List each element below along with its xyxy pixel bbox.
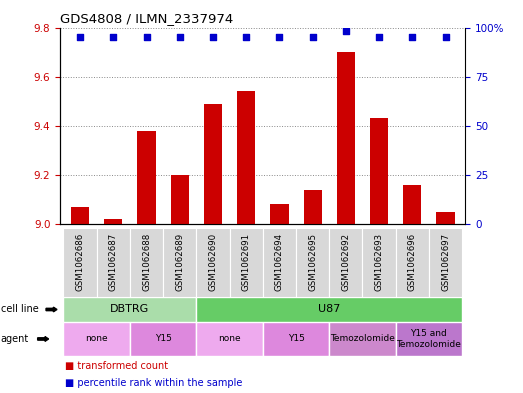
Bar [237, 92, 255, 224]
Bar [230, 228, 263, 297]
Bar [196, 228, 230, 297]
Bar [270, 204, 289, 224]
Text: Y15: Y15 [288, 334, 304, 343]
Point [176, 34, 184, 40]
Point [242, 34, 251, 40]
Bar [396, 228, 429, 297]
Text: ■ percentile rank within the sample: ■ percentile rank within the sample [65, 378, 243, 387]
Point [275, 34, 283, 40]
Bar [63, 228, 97, 297]
Text: cell line: cell line [1, 305, 38, 314]
Bar [104, 219, 122, 224]
Point [309, 34, 317, 40]
Bar [63, 322, 130, 356]
Bar [163, 228, 196, 297]
Text: agent: agent [1, 334, 29, 344]
Point [109, 34, 118, 40]
Point [375, 34, 383, 40]
Text: U87: U87 [318, 305, 340, 314]
Bar [71, 207, 89, 224]
Text: DBTRG: DBTRG [110, 305, 150, 314]
Bar [263, 228, 296, 297]
Bar [296, 228, 329, 297]
Bar [130, 228, 163, 297]
Bar [337, 52, 355, 224]
Bar [396, 322, 462, 356]
Text: GSM1062696: GSM1062696 [408, 233, 417, 291]
Bar [263, 322, 329, 356]
Bar [196, 297, 462, 322]
Point [209, 34, 217, 40]
Text: none: none [85, 334, 108, 343]
Bar [130, 322, 196, 356]
Bar [362, 228, 396, 297]
Text: GSM1062690: GSM1062690 [209, 233, 218, 291]
Bar [370, 118, 388, 224]
Text: GSM1062691: GSM1062691 [242, 233, 251, 291]
Point [342, 28, 350, 35]
Bar [97, 228, 130, 297]
Text: Temozolomide: Temozolomide [330, 334, 395, 343]
Bar [138, 130, 156, 224]
Bar [204, 104, 222, 224]
Point [76, 34, 84, 40]
Point [142, 34, 151, 40]
Text: GSM1062692: GSM1062692 [342, 233, 350, 291]
Bar [329, 322, 396, 356]
Text: Y15 and
Temozolomide: Y15 and Temozolomide [396, 329, 461, 349]
Bar [436, 212, 454, 224]
Bar [63, 297, 196, 322]
Text: GSM1062695: GSM1062695 [308, 233, 317, 291]
Text: none: none [218, 334, 241, 343]
Text: GSM1062688: GSM1062688 [142, 233, 151, 292]
Text: ■ transformed count: ■ transformed count [65, 361, 168, 371]
Bar [429, 228, 462, 297]
Bar [196, 322, 263, 356]
Text: GSM1062693: GSM1062693 [374, 233, 383, 291]
Bar [329, 228, 362, 297]
Text: GSM1062694: GSM1062694 [275, 233, 284, 291]
Point [408, 34, 416, 40]
Point [441, 34, 450, 40]
Bar [303, 189, 322, 224]
Text: GSM1062697: GSM1062697 [441, 233, 450, 291]
Bar [403, 185, 422, 224]
Text: GSM1062689: GSM1062689 [175, 233, 184, 291]
Bar [170, 175, 189, 224]
Text: GSM1062687: GSM1062687 [109, 233, 118, 292]
Text: GDS4808 / ILMN_2337974: GDS4808 / ILMN_2337974 [60, 12, 233, 25]
Text: Y15: Y15 [155, 334, 172, 343]
Text: GSM1062686: GSM1062686 [76, 233, 85, 292]
